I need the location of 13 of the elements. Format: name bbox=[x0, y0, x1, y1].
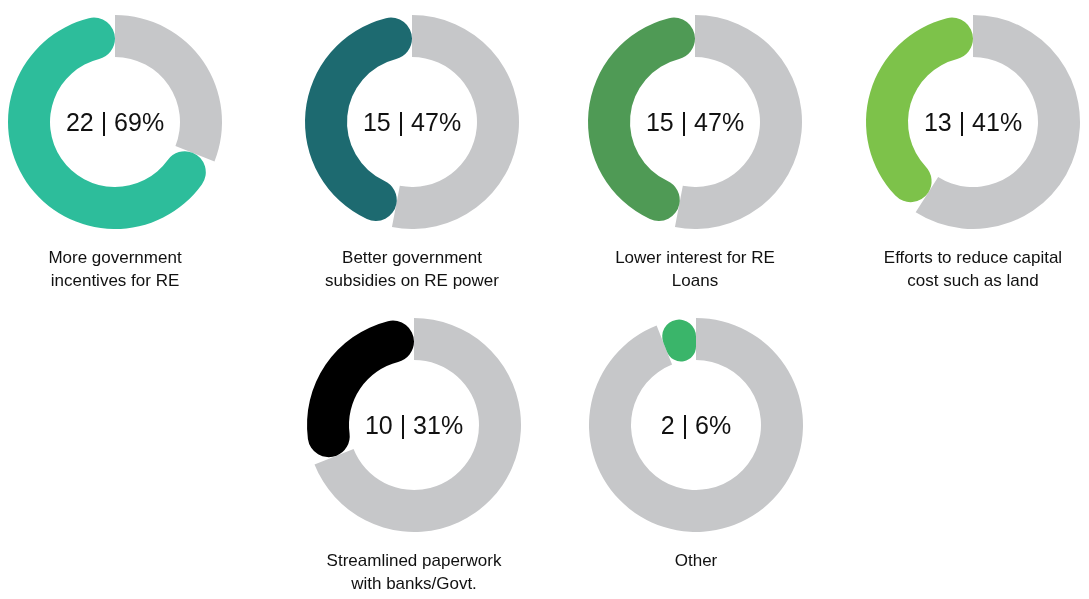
text: Other bbox=[674, 551, 718, 570]
text: Efforts to reduce capital cost such as land bbox=[883, 248, 1063, 290]
text: 2 | 6% bbox=[660, 411, 732, 439]
text: Streamlined paperwork with banks/Govt. bbox=[326, 551, 502, 593]
text: More government incentives for RE bbox=[48, 248, 182, 290]
text: Better government subsidies on RE power bbox=[325, 248, 500, 290]
donut-slice bbox=[662, 319, 696, 362]
text: Lower interest for RE Loans bbox=[615, 248, 775, 290]
text: 10 | 31% bbox=[364, 411, 464, 439]
text: 13 | 41% bbox=[923, 108, 1023, 136]
text: 15 | 47% bbox=[645, 108, 745, 136]
text: 15 | 47% bbox=[362, 108, 462, 136]
text: 22 | 69% bbox=[65, 108, 165, 136]
